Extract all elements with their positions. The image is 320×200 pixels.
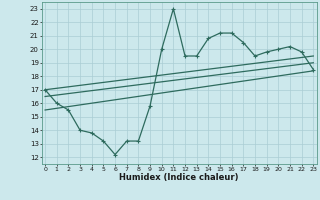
X-axis label: Humidex (Indice chaleur): Humidex (Indice chaleur): [119, 173, 239, 182]
